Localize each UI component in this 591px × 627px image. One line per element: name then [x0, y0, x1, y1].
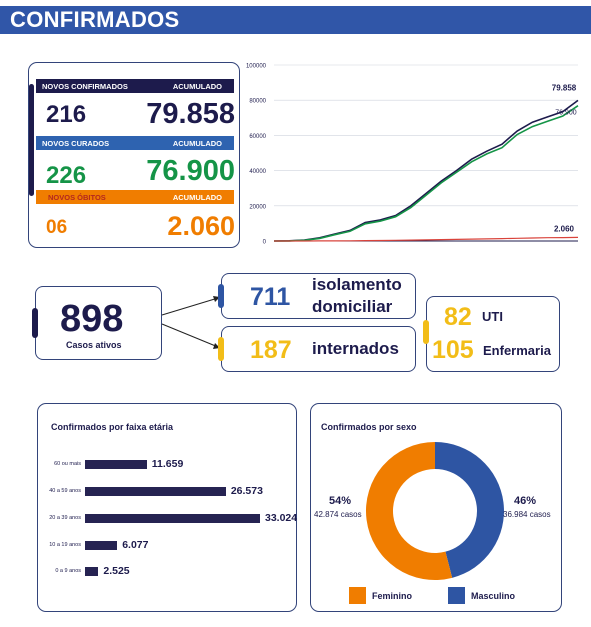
- uti-label: UTI: [482, 309, 503, 324]
- legend-swatch-masculino: [448, 587, 465, 604]
- active-cases-label: Casos ativos: [66, 340, 122, 350]
- confirmados-new: 216: [46, 101, 87, 128]
- age-category-label: 0 a 9 anos: [55, 568, 81, 574]
- confirmados-total: 79.858: [146, 98, 235, 130]
- obitos-label: NOVOS ÓBITOS: [48, 193, 106, 202]
- y-tick-label: 20000: [249, 204, 266, 210]
- series-end-label: 2.060: [554, 224, 575, 233]
- curados-new: 226: [46, 162, 87, 189]
- internados-accent: [218, 337, 224, 361]
- isolamento-card: [221, 273, 416, 319]
- obitos-new: 06: [46, 217, 68, 238]
- internados-label: internados: [312, 339, 399, 358]
- hospital-breakdown-card: [426, 296, 560, 372]
- series-end-label: 79.858: [552, 83, 577, 92]
- age-bar: [85, 541, 118, 550]
- age-value-label: 26.573: [230, 485, 263, 497]
- age-value-label: 6.077: [122, 539, 149, 551]
- page-title: CONFIRMADOS: [10, 7, 180, 32]
- y-tick-label: 0: [263, 240, 267, 246]
- enfermaria-label: Enfermaria: [483, 343, 551, 358]
- legend-label-masculino: Masculino: [471, 591, 516, 601]
- age-value-label: 11.659: [151, 458, 184, 470]
- isolamento-accent: [218, 284, 224, 308]
- curados-label: NOVOS CURADOS: [42, 139, 110, 148]
- series-end-label: 76.900: [555, 110, 577, 117]
- series-line: [273, 105, 579, 242]
- age-category-label: 10 a 19 anos: [49, 542, 81, 548]
- age-chart-title: Confirmados por faixa etária: [51, 422, 174, 432]
- masculino-percent: 46%: [514, 495, 537, 507]
- curados-acumulado-label: ACUMULADO: [172, 139, 222, 148]
- feminino-count: 42.874 casos: [314, 510, 362, 519]
- sex-donut-chart: [365, 442, 504, 580]
- stats-accent-rail: [29, 84, 34, 196]
- series-line: [274, 236, 579, 242]
- cumulative-line-chart: 0 20000 40000 60000 80000 100000 79.858 76.900…: [246, 64, 579, 246]
- sex-chart-panel: [310, 403, 562, 612]
- uti-value: 82: [444, 303, 472, 331]
- hospital-accent: [423, 320, 429, 344]
- branch-arrows: [161, 296, 220, 349]
- active-cases-accent: [32, 308, 38, 338]
- age-bar: [85, 460, 147, 469]
- y-tick-label: 40000: [249, 169, 266, 175]
- age-category-label: 60 ou mais: [54, 461, 81, 467]
- stats-panel: [28, 62, 240, 248]
- y-tick-label: 60000: [249, 134, 266, 140]
- internados-card: [221, 326, 416, 372]
- age-category-label: 40 a 59 anos: [49, 488, 81, 494]
- obitos-acumulado-label: ACUMULADO: [172, 193, 222, 202]
- y-tick-label: 80000: [249, 99, 266, 105]
- internados-value: 187: [250, 336, 292, 364]
- obitos-total: 2.060: [167, 211, 235, 241]
- curados-total: 76.900: [146, 155, 235, 187]
- enfermaria-value: 105: [432, 336, 474, 364]
- age-value-label: 2.525: [103, 565, 130, 577]
- confirmados-label: NOVOS CONFIRMADOS: [42, 82, 128, 91]
- age-value-label: 33.024: [265, 512, 298, 524]
- isolamento-label-line2: domiciliar: [312, 297, 393, 316]
- confirmados-acumulado-label: ACUMULADO: [172, 82, 222, 91]
- age-bar: [85, 487, 226, 496]
- confirmados-header: NOVOS CONFIRMADOS ACUMULADO: [36, 79, 234, 93]
- obitos-header: NOVOS ÓBITOS ACUMULADO: [36, 190, 234, 204]
- curados-header: NOVOS CURADOS ACUMULADO: [36, 136, 234, 150]
- masculino-count: 36.984 casos: [503, 510, 551, 519]
- age-category-label: 20 a 39 anos: [49, 515, 81, 521]
- legend-label-feminino: Feminino: [372, 591, 412, 601]
- age-chart-panel: [37, 403, 297, 612]
- sex-chart-title: Confirmados por sexo: [321, 422, 417, 432]
- active-cases-total: 898: [60, 298, 124, 340]
- feminino-percent: 54%: [329, 495, 352, 507]
- age-bar: [85, 567, 99, 576]
- donut-slice-feminino: [365, 442, 453, 580]
- legend-swatch-feminino: [349, 587, 366, 604]
- donut-slice-masculino: [435, 442, 504, 578]
- isolamento-value: 711: [250, 283, 291, 311]
- age-bar: [85, 514, 260, 523]
- isolamento-label-line1: isolamento: [312, 275, 402, 294]
- y-tick-label: 100000: [246, 64, 267, 70]
- header-bar: CONFIRMADOS: [0, 6, 591, 34]
